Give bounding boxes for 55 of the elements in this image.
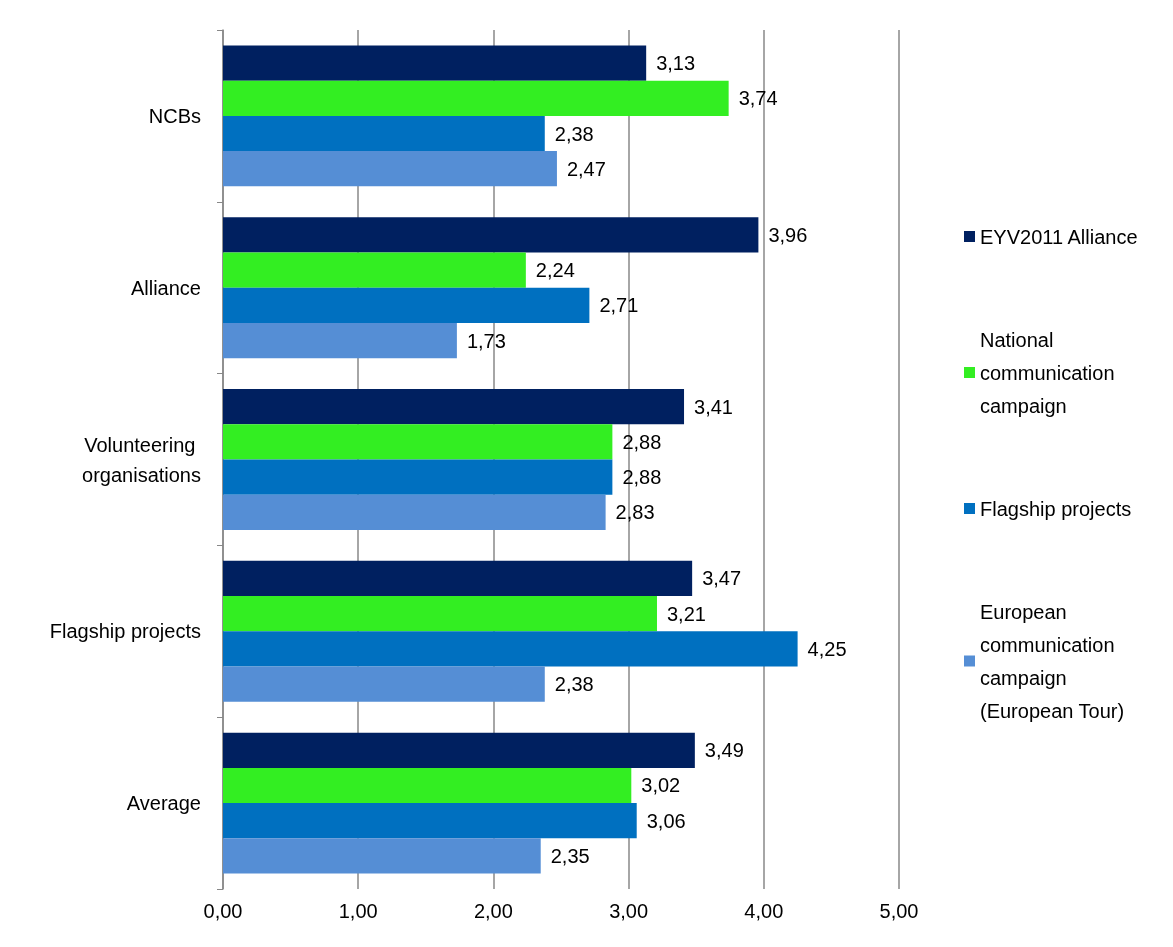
- data-label: 3,49: [704, 739, 744, 762]
- data-label: 3,13: [656, 52, 696, 75]
- bar: [223, 494, 606, 530]
- data-label: 3,74: [738, 87, 778, 110]
- bar: [223, 596, 657, 632]
- y-tick-label: Alliance: [130, 276, 201, 299]
- data-label: 3,96: [768, 223, 808, 246]
- data-label: 3,41: [694, 395, 733, 418]
- x-tick-label: 5,00: [879, 900, 919, 922]
- data-label: 2,38: [554, 122, 594, 145]
- y-tick-label: NCBs: [148, 104, 201, 127]
- bar: [223, 459, 613, 495]
- bar: [223, 80, 729, 116]
- bar: [223, 631, 798, 667]
- legend-label: European communication campaign (European Tour): [980, 600, 1125, 722]
- bar: [223, 322, 457, 359]
- data-label: 2,83: [615, 501, 655, 524]
- x-tick-label: 2,00: [473, 900, 513, 922]
- bar: [223, 252, 526, 288]
- bar: [223, 287, 590, 323]
- x-tick-label: 3,00: [609, 900, 649, 922]
- bar: [223, 389, 685, 425]
- legend-label: Flagship projects: [980, 497, 1132, 520]
- bar: [223, 732, 695, 768]
- y-tick-label: Flagship projects: [49, 620, 201, 643]
- data-label: 1,73: [466, 329, 506, 352]
- data-label: 2,47: [566, 157, 606, 180]
- y-tick-label: Average: [126, 792, 201, 815]
- data-label: 3,06: [646, 809, 686, 832]
- bar: [223, 151, 557, 187]
- data-label: 4,25: [807, 637, 847, 660]
- data-label: 2,38: [554, 673, 594, 696]
- data-label: 2,24: [535, 259, 575, 282]
- legend-label: National communication campaign: [980, 328, 1121, 417]
- data-label: 2,71: [599, 294, 639, 317]
- bar: [223, 45, 647, 81]
- x-tick-label: 4,00: [744, 900, 784, 922]
- data-label: 3,47: [702, 567, 742, 590]
- bar: [223, 424, 613, 460]
- bar: [223, 838, 541, 874]
- bar: [223, 115, 545, 152]
- bar: [223, 217, 759, 253]
- data-label: 2,88: [622, 430, 662, 453]
- x-tick-label: 1,00: [338, 900, 378, 922]
- data-label: 3,21: [666, 602, 706, 625]
- legend-label: EYV2011 Alliance: [980, 225, 1138, 248]
- bar: [223, 803, 637, 839]
- y-tick-label: Volunteering organisations: [82, 433, 201, 486]
- data-label: 3,02: [641, 774, 681, 797]
- data-label: 2,35: [550, 844, 590, 867]
- bar: [223, 666, 545, 702]
- bar: [223, 767, 632, 804]
- data-label: 2,88: [622, 466, 662, 489]
- x-tick-label: 0,00: [203, 900, 243, 922]
- bar: [223, 560, 693, 597]
